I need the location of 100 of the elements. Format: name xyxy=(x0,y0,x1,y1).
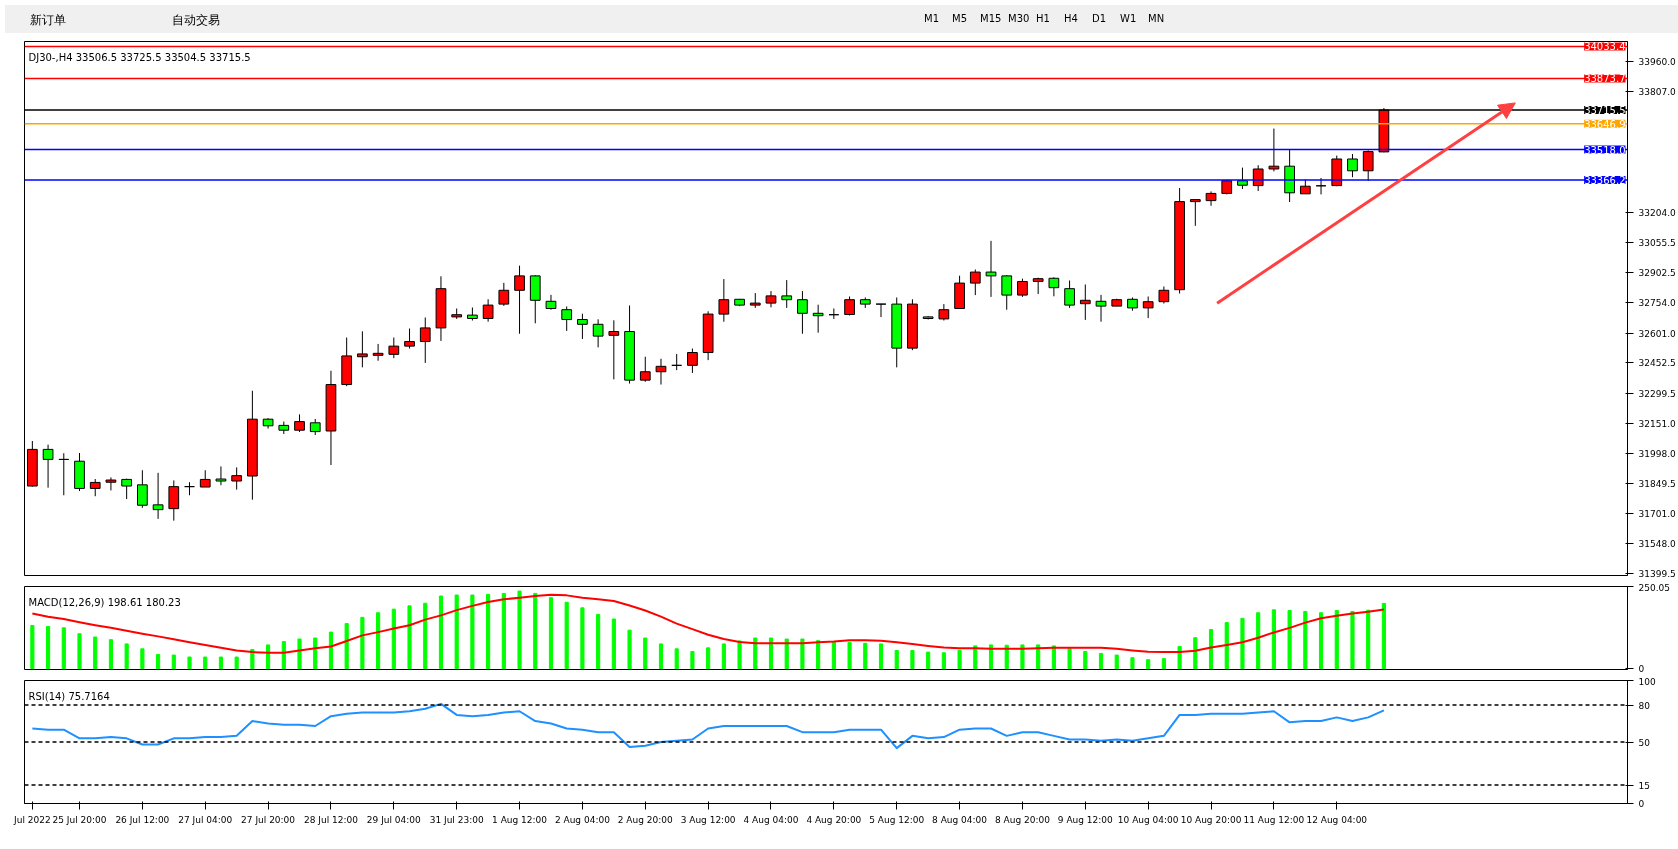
y-tick-label: 32151.0 xyxy=(1638,418,1676,429)
candlestick xyxy=(231,466,243,491)
candlestick xyxy=(1237,167,1248,190)
text: M15 xyxy=(980,12,1002,26)
bar xyxy=(344,623,349,670)
bar xyxy=(878,643,884,670)
x-tick-label: 2 Aug 20:00 xyxy=(617,814,674,825)
candlestick xyxy=(215,465,227,486)
bar xyxy=(643,637,648,670)
candlestick xyxy=(42,444,54,489)
bar xyxy=(1334,609,1339,670)
bar xyxy=(1381,602,1386,670)
x-tick-label: 12 Aug 04:00 xyxy=(1306,814,1368,825)
candlestick xyxy=(1189,198,1201,227)
candlestick xyxy=(592,318,604,348)
bar xyxy=(360,616,365,670)
candlestick xyxy=(545,294,557,311)
bar xyxy=(910,649,915,670)
bar xyxy=(61,627,66,670)
bar xyxy=(391,608,396,670)
x-tick-label: 29 Jul 04:00 xyxy=(366,814,422,825)
candlestick xyxy=(608,319,620,380)
x-tick-label: 8 Aug 20:00 xyxy=(994,814,1051,825)
bar xyxy=(1161,658,1166,670)
bar xyxy=(156,653,161,670)
candlestick xyxy=(875,303,887,318)
y-tick-label: 31998.0 xyxy=(1638,449,1676,460)
x-tick-label: Jul 2022 xyxy=(13,814,51,825)
bar xyxy=(1051,645,1056,670)
bar xyxy=(1036,644,1041,670)
bar xyxy=(1177,646,1182,670)
x-tick-label: 28 Jul 12:00 xyxy=(303,814,359,825)
y-tick-label: 15 xyxy=(1638,780,1650,791)
candlestick xyxy=(372,343,384,362)
bar xyxy=(517,590,522,670)
bar xyxy=(423,602,428,670)
bar xyxy=(800,638,805,670)
bar xyxy=(816,640,821,670)
text: RSI(14) 75.7164 xyxy=(28,690,110,702)
candlestick xyxy=(1142,295,1154,319)
ref-line-label: 33518.0 xyxy=(1584,144,1626,156)
bar xyxy=(407,605,412,670)
y-tick-label: 50 xyxy=(1638,737,1651,748)
candlestick xyxy=(1205,190,1217,207)
candlestick xyxy=(797,290,808,335)
bar xyxy=(564,601,569,670)
x-tick-label: 4 Aug 20:00 xyxy=(806,814,862,825)
x-tick-label: 26 Jul 12:00 xyxy=(115,814,170,825)
bar xyxy=(863,642,868,670)
bar xyxy=(108,639,114,670)
bar xyxy=(611,618,616,670)
y-tick-label: 0 xyxy=(1638,664,1645,675)
bar xyxy=(171,654,176,670)
bar xyxy=(77,633,82,670)
x-tick-label: 1 Aug 12:00 xyxy=(492,814,548,825)
bar xyxy=(658,643,664,670)
candlestick xyxy=(1315,177,1327,195)
text: M30 xyxy=(1008,12,1030,26)
x-tick-label: 5 Aug 12:00 xyxy=(869,814,925,825)
text: W1 xyxy=(1120,12,1137,26)
bar xyxy=(831,641,836,670)
bar xyxy=(596,613,601,670)
bar xyxy=(1256,612,1261,670)
candlestick xyxy=(1001,274,1013,311)
bar xyxy=(46,626,51,670)
y-tick-label: 32452.5 xyxy=(1638,358,1676,369)
candlestick xyxy=(1048,276,1060,297)
bar xyxy=(501,592,506,670)
y-tick-label: 250.05 xyxy=(1638,582,1670,593)
text: M1 xyxy=(924,12,939,26)
ref-line-label: 33873.7 xyxy=(1584,73,1626,85)
candlestick xyxy=(388,337,400,359)
bar xyxy=(1098,652,1104,670)
text: MACD(12,26,9) 198.61 180.23 xyxy=(28,596,181,608)
bar xyxy=(250,648,255,670)
text: 新订单 xyxy=(30,12,66,29)
bar xyxy=(297,638,302,670)
bar xyxy=(328,631,334,670)
bar xyxy=(30,625,35,670)
y-tick-label: 32754.0 xyxy=(1638,298,1676,308)
y-tick-label: 31701.0 xyxy=(1638,508,1676,519)
bar xyxy=(690,650,695,670)
y-tick-label: 31849.5 xyxy=(1638,479,1676,490)
bar xyxy=(973,645,978,670)
bar xyxy=(768,637,774,670)
bar xyxy=(894,649,899,670)
x-tick-label: 25 Jul 20:00 xyxy=(52,814,107,825)
ref-line-label: 34033.4 xyxy=(1584,41,1626,53)
candlestick xyxy=(152,472,164,520)
bar xyxy=(580,607,585,670)
bar xyxy=(1224,622,1229,670)
y-tick-label: 33807.0 xyxy=(1638,87,1676,98)
bar xyxy=(533,592,538,670)
ref-line-label: 33646.9 xyxy=(1584,118,1626,130)
candlestick xyxy=(1064,279,1075,309)
ref-line-label: 33366.2 xyxy=(1584,174,1626,186)
line-series xyxy=(31,593,1385,654)
bar xyxy=(674,648,679,670)
bar xyxy=(957,649,962,670)
bar xyxy=(486,593,491,670)
